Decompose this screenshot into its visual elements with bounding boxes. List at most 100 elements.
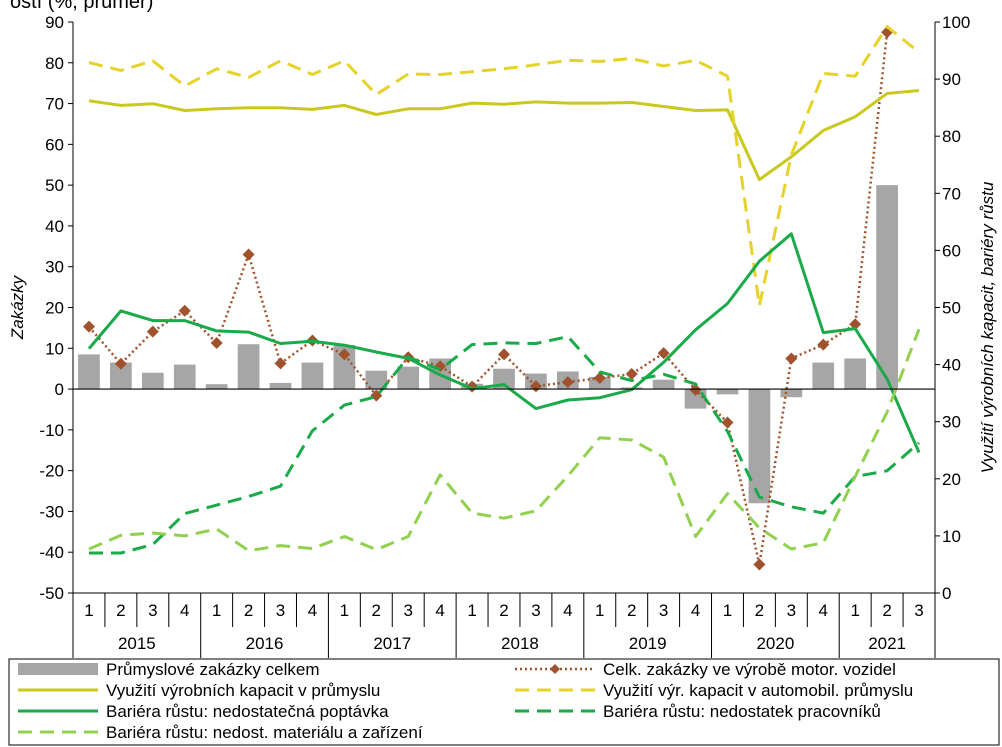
right-tick-label: 40 <box>942 356 961 375</box>
left-tick-label: 90 <box>45 13 64 32</box>
right-tick-label: 70 <box>942 184 961 203</box>
series-marker-20 <box>689 383 702 396</box>
year-label: 2017 <box>373 634 411 653</box>
left-tick-label: -20 <box>39 462 64 481</box>
left-tick-label: 10 <box>45 339 64 358</box>
bar-4 <box>173 364 196 390</box>
bar-23 <box>780 389 803 398</box>
quarter-label: 1 <box>723 601 732 620</box>
lines-layer <box>82 25 921 571</box>
right-tick-label: 30 <box>942 413 961 432</box>
series-marker-3 <box>146 325 159 338</box>
quarter-label: 2 <box>499 601 508 620</box>
legend-label: Využití výrobních kapacit v průmyslu <box>106 681 380 700</box>
series-marker-6 <box>242 248 255 261</box>
bar-19 <box>652 379 675 390</box>
left-tick-label: -50 <box>39 584 64 603</box>
bar-7 <box>269 382 292 390</box>
series-marker-4 <box>178 304 191 317</box>
quarter-label: 4 <box>308 601 317 620</box>
quarter-label: 4 <box>563 601 572 620</box>
left-tick-label: -30 <box>39 502 64 521</box>
bar-3 <box>141 372 164 390</box>
left-tick-label: -10 <box>39 421 64 440</box>
axes-layer: -50 -40 -30 -20 -10 0 10 20 30 40 50 60 70 80 90 0 10 20 3… <box>8 13 997 658</box>
bar-2 <box>110 362 132 390</box>
quarter-label: 3 <box>276 601 285 620</box>
left-tick-label: 80 <box>45 54 64 73</box>
right-tick-label: 20 <box>942 470 961 489</box>
legend-label: Průmyslové zakázky celkem <box>106 660 320 679</box>
quarter-label: 4 <box>691 601 700 620</box>
bar-6 <box>237 344 260 390</box>
right-tick-label: 0 <box>942 584 951 603</box>
series-line-4 <box>87 232 921 454</box>
right-tick-label: 60 <box>942 241 961 260</box>
quarter-label: 1 <box>467 601 476 620</box>
quarter-label: 2 <box>116 601 125 620</box>
left-axis-title: Zakázky <box>8 274 27 340</box>
left-tick-label: -40 <box>39 543 64 562</box>
series-marker-7 <box>274 357 287 370</box>
series-marker-26 <box>881 26 894 39</box>
quarter-label: 1 <box>595 601 604 620</box>
series-line-2 <box>88 89 920 182</box>
bar-5 <box>205 384 228 390</box>
bar-24 <box>812 362 835 390</box>
year-label: 2021 <box>868 634 906 653</box>
quarter-label: 3 <box>531 601 540 620</box>
legend-marker <box>550 664 560 674</box>
quarter-label: 2 <box>244 601 253 620</box>
right-tick-label: 80 <box>942 127 961 146</box>
quarter-label: 2 <box>755 601 764 620</box>
quarter-label: 1 <box>84 601 93 620</box>
series-marker-23 <box>785 352 798 365</box>
series-marker-18 <box>625 367 638 380</box>
quarter-label: 3 <box>787 601 796 620</box>
bar-26 <box>876 185 898 390</box>
quarter-label: 3 <box>403 601 412 620</box>
series-marker-2 <box>114 357 127 370</box>
series-marker-19 <box>657 347 670 360</box>
series-line-3 <box>88 25 920 308</box>
bar-11 <box>397 366 420 390</box>
series-marker-9 <box>338 348 351 361</box>
legend-label: Využití výr. kapacit v automobil. průmys… <box>603 681 913 700</box>
quarter-label: 1 <box>212 601 221 620</box>
quarter-label: 1 <box>850 601 859 620</box>
year-label: 2019 <box>629 634 667 653</box>
right-tick-label: 90 <box>942 70 961 89</box>
left-tick-label: 0 <box>55 380 64 399</box>
quarter-label: 4 <box>180 601 189 620</box>
quarter-label: 2 <box>372 601 381 620</box>
legend-label: Bariéra růstu: nedostatečná poptávka <box>106 702 389 721</box>
series-marker-14 <box>498 348 510 361</box>
quarter-label: 3 <box>148 601 157 620</box>
quarter-label: 3 <box>914 601 923 620</box>
quarter-label: 2 <box>627 601 636 620</box>
year-label: 2015 <box>118 634 156 653</box>
right-tick-label: 100 <box>942 13 970 32</box>
left-tick-label: 20 <box>45 299 64 318</box>
left-tick-label: 60 <box>45 135 64 154</box>
series-line-5 <box>89 335 920 555</box>
series-marker-1 <box>82 320 95 333</box>
series-marker-24 <box>817 338 830 351</box>
bar-1 <box>78 354 100 390</box>
year-label: 2020 <box>756 634 794 653</box>
legend-swatch <box>18 663 98 675</box>
bar-22 <box>748 389 771 504</box>
quarter-label: 2 <box>882 601 891 620</box>
series-marker-25 <box>849 318 862 331</box>
right-tick-label: 50 <box>942 299 961 318</box>
series-line-6 <box>88 328 921 553</box>
right-tick-label: 10 <box>942 527 961 546</box>
legend-label: Celk. zakázky ve výrobě motor. vozidel <box>603 660 896 679</box>
legend-label: Bariéra růstu: nedost. materiálu a zaříz… <box>106 723 423 742</box>
bar-10 <box>365 370 388 390</box>
year-label: 2016 <box>246 634 284 653</box>
bar-8 <box>301 362 324 390</box>
left-tick-label: 50 <box>45 176 64 195</box>
left-tick-label: 30 <box>45 258 64 277</box>
